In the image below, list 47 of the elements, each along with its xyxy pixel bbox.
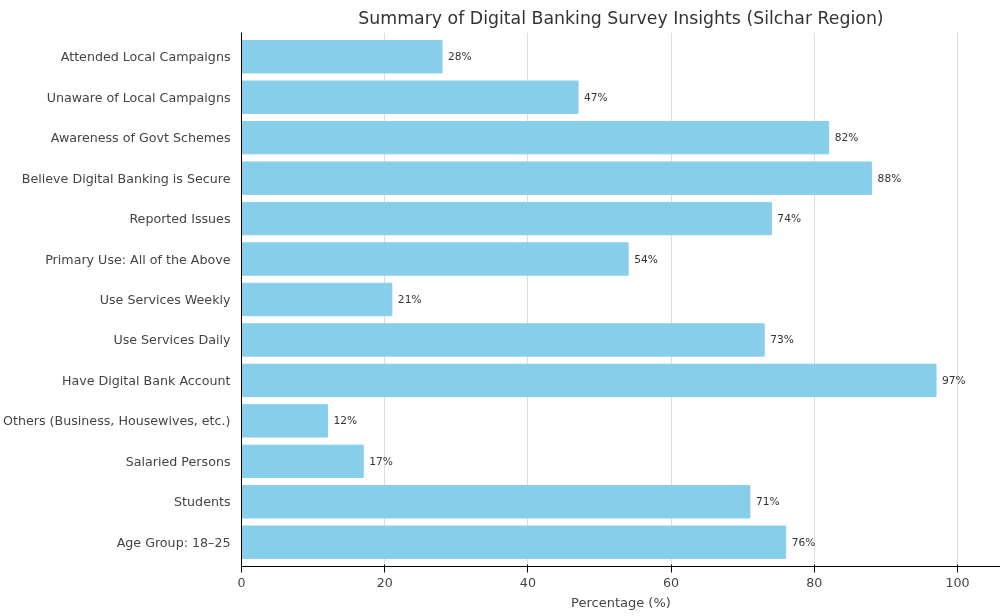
data-label: 17%: [369, 454, 393, 468]
bar: [241, 404, 328, 438]
bar: [241, 444, 364, 478]
bar: [241, 201, 772, 236]
y-tick-label: Primary Use: All of the Above: [45, 251, 231, 267]
data-label: 47%: [584, 90, 608, 104]
bar: [241, 161, 873, 195]
bar: [241, 242, 629, 276]
y-tick-label: Reported Issues: [129, 211, 231, 227]
chart-title: Summary of Digital Banking Survey Insights (Silchar Region): [358, 7, 884, 28]
x-tick-label: 20: [376, 574, 393, 590]
y-tick-label: Others (Business, Housewives, etc.): [3, 413, 231, 429]
x-tick-label: 100: [945, 574, 970, 590]
bar: [241, 525, 787, 559]
y-tick-label: Students: [174, 494, 231, 510]
x-tick-label: 40: [519, 574, 536, 590]
y-tick-label: Use Services Weekly: [99, 292, 232, 307]
data-label: 73%: [770, 333, 794, 347]
bar: [241, 40, 443, 74]
x-tick-label: 0: [237, 574, 246, 590]
data-label: 88%: [877, 171, 902, 185]
x-tick-label: 80: [806, 574, 823, 590]
data-label: 74%: [777, 212, 802, 226]
data-label: 12%: [333, 414, 358, 428]
y-tick-label: Unaware of Local Campaigns: [46, 89, 231, 105]
bar: [241, 323, 765, 357]
data-label: 21%: [397, 293, 422, 306]
data-label: 54%: [634, 252, 658, 266]
data-label: 97%: [942, 373, 966, 387]
bar: [241, 80, 579, 114]
x-axis-title: Percentage (%): [571, 594, 671, 610]
y-tick-label: Attended Local Campaigns: [60, 49, 231, 65]
data-label: 76%: [791, 535, 816, 549]
y-tick-label: Awareness of Govt Schemes: [50, 130, 231, 146]
data-label: 28%: [447, 50, 472, 64]
bar: [241, 363, 937, 398]
bar: [241, 282, 393, 317]
data-label: 82%: [834, 131, 859, 145]
y-tick-label: Use Services Daily: [113, 332, 232, 348]
data-label: 71%: [755, 495, 780, 509]
bar: [241, 485, 751, 519]
y-tick-label: Salaried Persons: [125, 453, 231, 469]
y-tick-label: Have Digital Bank Account: [61, 372, 231, 388]
x-tick-label: 60: [663, 574, 680, 590]
y-tick-label: Age Group: 18–25: [116, 534, 231, 550]
bar: [241, 121, 830, 155]
y-tick-label: Believe Digital Banking is Secure: [21, 170, 231, 186]
